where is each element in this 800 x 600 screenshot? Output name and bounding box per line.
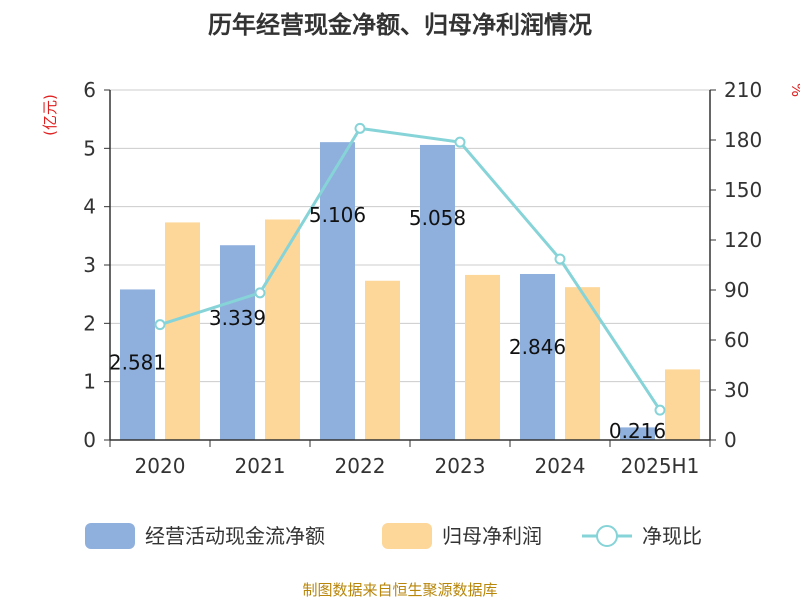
ratio-point	[354, 122, 366, 134]
chart-title: 历年经营现金净额、归母净利润情况	[208, 11, 592, 39]
data-label: 2.846	[509, 335, 566, 359]
left-tick-label: 4	[83, 195, 96, 219]
x-tick-label: 2022	[335, 454, 386, 478]
bar-net-profit	[265, 219, 300, 440]
legend-label-ratio: 净现比	[642, 524, 702, 548]
ratio-line	[154, 122, 666, 416]
right-tick-label: 150	[724, 178, 762, 202]
bar-net-profit	[165, 222, 200, 440]
right-tick-label: 30	[724, 378, 749, 402]
bar-net-profit	[365, 280, 400, 440]
bar-cashflow	[220, 245, 255, 440]
data-label: 5.106	[309, 203, 366, 227]
left-tick-label: 1	[83, 370, 96, 394]
right-tick-label: 120	[724, 228, 762, 252]
left-tick-label: 3	[83, 253, 96, 277]
ratio-point	[454, 136, 466, 148]
ratio-point	[254, 287, 266, 299]
data-label: 2.581	[109, 350, 166, 374]
ratio-point	[654, 404, 666, 416]
bar-cashflow	[620, 427, 655, 440]
left-tick-label: 6	[83, 78, 96, 102]
grid	[110, 89, 710, 383]
x-tick-label: 2025H1	[621, 454, 700, 478]
legend-label-net-profit: 归母净利润	[442, 524, 542, 548]
ratio-line-path	[159, 126, 662, 411]
source-note: 制图数据来自恒生聚源数据库	[302, 581, 497, 599]
legend: 经营活动现金流净额 归母净利润 净现比	[85, 523, 702, 549]
bar-net-profit	[465, 274, 500, 440]
bars	[120, 142, 700, 440]
right-tick-label: 60	[724, 328, 749, 352]
left-tick-label: 0	[83, 428, 96, 452]
right-tick-label: 90	[724, 278, 749, 302]
x-tick-label: 2021	[235, 454, 286, 478]
x-tick-label: 2023	[435, 454, 486, 478]
legend-label-cashflow: 经营活动现金流净额	[145, 524, 325, 548]
ratio-point	[154, 319, 166, 331]
x-tick-label: 2024	[535, 454, 586, 478]
ratio-point	[554, 253, 566, 265]
data-label: 5.058	[409, 206, 466, 230]
legend-marker-ratio	[596, 525, 618, 547]
left-tick-label: 5	[83, 136, 96, 160]
right-tick-label: 0	[724, 428, 737, 452]
left-unit-label: (亿元)	[41, 94, 59, 136]
x-tick-label: 2020	[135, 454, 186, 478]
data-labels: 2.581 3.339 5.106 5.058 2.846 0.216	[109, 203, 666, 443]
right-tick-label: 210	[724, 78, 762, 102]
right-unit-label: %	[788, 83, 800, 97]
left-tick-label: 2	[83, 311, 96, 335]
data-label: 0.216	[609, 419, 666, 443]
bar-cashflow	[320, 142, 355, 440]
right-tick-label: 180	[724, 128, 762, 152]
bar-cashflow	[120, 289, 155, 440]
legend-swatch-net-profit	[382, 523, 432, 549]
bar-cashflow	[420, 144, 455, 440]
bar-cashflow	[520, 273, 555, 440]
data-label: 3.339	[209, 306, 266, 330]
legend-swatch-cashflow	[85, 523, 135, 549]
bar-net-profit	[665, 369, 700, 440]
